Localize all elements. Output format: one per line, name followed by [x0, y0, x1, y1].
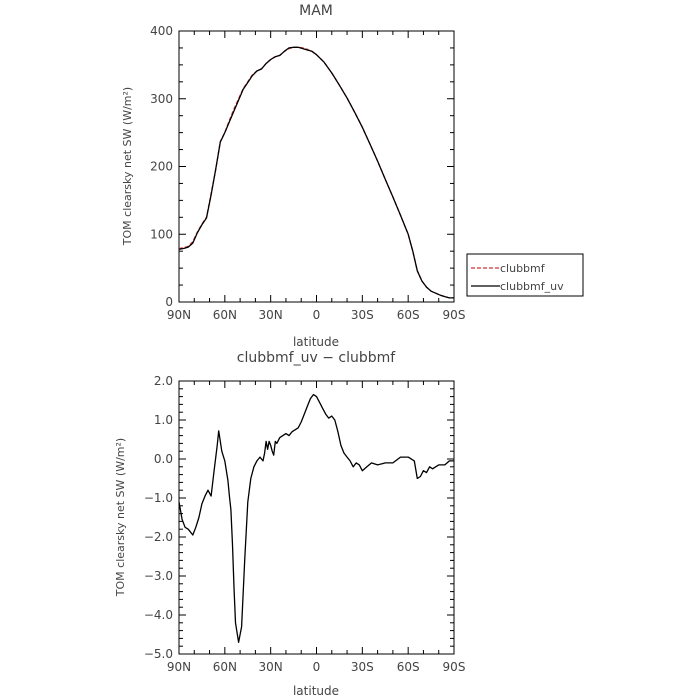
bottom-y-tick-label: −5.0 [144, 647, 173, 661]
bottom-chart-title: clubbmf_uv − clubbmf [237, 350, 396, 366]
bottom-y-tick-label: 2.0 [154, 374, 173, 388]
bottom-panel: clubbmf_uv − clubbmf −5.0 −4.0 −3.0 −2.0 −1.… [114, 350, 465, 698]
bottom-x-axis: 90N 60N 30N 0 30S 60S 90S [167, 381, 466, 674]
bottom-y-axis-label: TOM clearsky net SW (W/m²) [114, 438, 127, 597]
bottom-y-tick-label: 0.0 [154, 452, 173, 466]
legend: clubbmf clubbmf_uv [466, 253, 584, 297]
bottom-y-tick-label: −1.0 [144, 491, 173, 505]
top-x-tick-label: 90N [167, 308, 191, 322]
bottom-x-tick-label: 60N [213, 660, 237, 674]
bottom-y-axis: −5.0 −4.0 −3.0 −2.0 −1.0 0.0 1.0 2.0 [144, 374, 454, 661]
top-series-line-clubbmf-uv [178, 46, 454, 299]
top-x-tick-label: 60N [213, 308, 237, 322]
bottom-y-tick-label: −3.0 [144, 569, 173, 583]
bottom-x-tick-label: 0 [313, 660, 321, 674]
legend-box [466, 253, 584, 297]
top-x-axis-label: latitude [293, 335, 339, 349]
legend-label-clubbmf-uv: clubbmf_uv [500, 280, 564, 293]
top-y-tick-label: 100 [150, 227, 173, 241]
bottom-x-tick-label: 90S [443, 660, 466, 674]
top-y-tick-label: 300 [150, 92, 173, 106]
top-y-axis-label: TOM clearsky net SW (W/m²) [121, 87, 134, 246]
bottom-x-tick-label: 60S [397, 660, 420, 674]
top-panel: MAM 0 100 200 300 400 90N 60N 30N 0 30S 60S 90S TO… [121, 3, 584, 349]
top-x-tick-label: 30S [351, 308, 374, 322]
top-series-line-clubbmf [178, 46, 454, 299]
top-plot-frame [178, 30, 455, 303]
top-series-group [178, 46, 454, 299]
bottom-series-group [178, 393, 454, 643]
bottom-x-tick-label: 30S [351, 660, 374, 674]
top-x-tick-label: 0 [313, 308, 321, 322]
top-x-tick-label: 60S [397, 308, 420, 322]
bottom-y-tick-label: −2.0 [144, 530, 173, 544]
bottom-series-line-1 [178, 393, 454, 643]
bottom-plot-frame [178, 380, 455, 655]
top-x-tick-label: 90S [443, 308, 466, 322]
top-x-tick-label: 30N [259, 308, 283, 322]
bottom-y-tick-label: 1.0 [154, 413, 173, 427]
bottom-x-axis-label: latitude [293, 684, 339, 698]
legend-label-clubbmf: clubbmf [500, 262, 546, 275]
bottom-y-tick-label: −4.0 [144, 608, 173, 622]
top-y-tick-label: 200 [150, 160, 173, 174]
top-x-axis: 90N 60N 30N 0 30S 60S 90S [167, 31, 466, 322]
bottom-x-tick-label: 30N [259, 660, 283, 674]
top-y-tick-label: 0 [165, 295, 173, 309]
top-chart-title: MAM [299, 3, 333, 19]
top-y-tick-label: 400 [150, 24, 173, 38]
bottom-x-tick-label: 90N [167, 660, 191, 674]
top-y-axis: 0 100 200 300 400 [150, 24, 454, 309]
